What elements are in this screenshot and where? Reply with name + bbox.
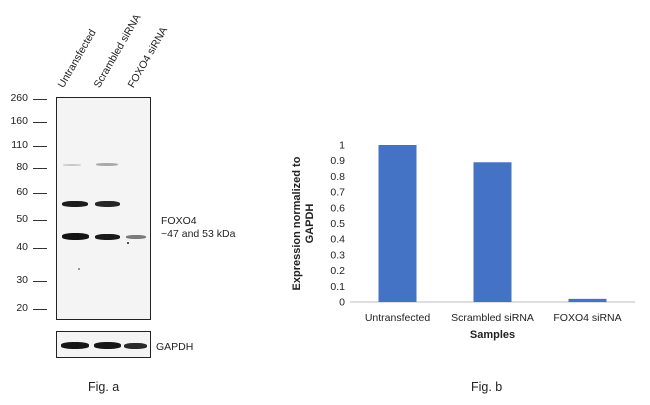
y-tick-label: 0.4	[330, 234, 345, 246]
blot-image-foxo4	[56, 97, 151, 320]
mw-label-20: 20	[16, 302, 28, 314]
blot-band	[62, 201, 88, 207]
blot-image-gapdh	[56, 331, 151, 358]
mw-label-80: 80	[16, 161, 28, 173]
bar	[568, 298, 607, 302]
blot-band	[124, 343, 147, 349]
y-tick-label: 0.1	[330, 281, 345, 293]
mw-tick	[33, 220, 47, 221]
target-protein-name: FOXO4	[161, 215, 197, 227]
mw-tick	[33, 146, 47, 147]
bar	[473, 162, 512, 302]
y-tick-label: 0.6	[330, 202, 345, 214]
mw-tick	[33, 122, 47, 123]
blot-band	[94, 342, 121, 349]
blot-band	[61, 342, 89, 349]
mw-tick	[33, 193, 47, 194]
mw-label-110: 110	[11, 139, 28, 151]
x-tick-label: Scrambled siRNA	[451, 312, 534, 324]
figure-caption-a: Fig. a	[88, 380, 120, 394]
target-protein-size: ~47 and 53 kDa	[161, 228, 236, 240]
blot-band	[126, 235, 146, 239]
mw-tick	[33, 168, 47, 169]
x-tick-label: FOXO4 siRNA	[553, 312, 621, 324]
y-tick-label: 0.3	[330, 249, 345, 261]
y-tick-label: 0.5	[330, 218, 345, 230]
y-tick-label: 0.8	[330, 171, 345, 183]
blot-band	[63, 164, 81, 166]
y-tick-label: 0.7	[330, 187, 345, 199]
blot-speck	[127, 242, 129, 244]
x-tick-label: Untransfected	[365, 312, 431, 324]
mw-tick	[33, 248, 47, 249]
bar	[378, 145, 417, 302]
mw-tick	[33, 99, 47, 100]
y-tick-label: 0	[339, 297, 345, 309]
blot-band	[95, 201, 120, 207]
loading-control-label: GAPDH	[156, 341, 194, 353]
mw-label-260: 260	[10, 92, 28, 104]
y-tick-label: 0.9	[330, 155, 345, 167]
mw-label-30: 30	[16, 274, 28, 286]
x-axis-title: Samples	[470, 329, 515, 341]
y-tick-label: 0.2	[330, 265, 345, 277]
figure-caption-b: Fig. b	[471, 380, 503, 394]
blot-band	[95, 234, 120, 240]
blot-speck	[78, 268, 80, 270]
blot-band	[62, 233, 89, 240]
mw-tick	[33, 309, 47, 310]
mw-label-160: 160	[10, 115, 28, 127]
mw-label-40: 40	[16, 241, 28, 253]
mw-label-50: 50	[16, 213, 28, 225]
mw-tick	[33, 281, 47, 282]
target-protein-label: FOXO4 ~47 and 53 kDa	[161, 215, 235, 241]
blot-band	[96, 163, 118, 166]
y-tick-label: 1	[339, 140, 345, 152]
mw-label-60: 60	[16, 186, 28, 198]
y-axis-title: Expression normalized toGAPDH	[291, 156, 316, 290]
